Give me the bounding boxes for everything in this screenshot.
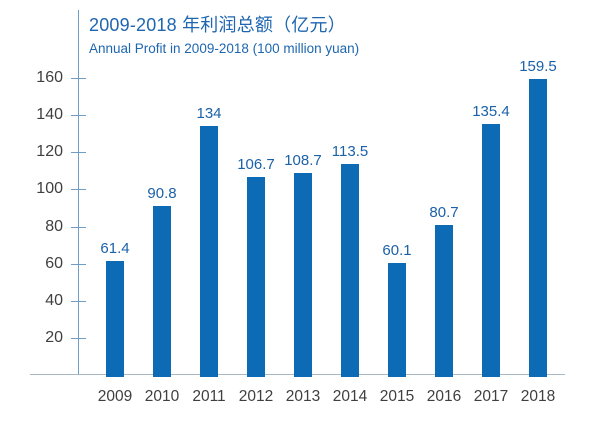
- bar-value-label: 135.4: [472, 103, 510, 120]
- bar-value-label: 134: [196, 105, 222, 122]
- bar: [106, 261, 124, 377]
- y-tick-label: 120: [36, 143, 63, 160]
- x-tick-label: 2014: [332, 388, 368, 405]
- bar-value-label: 61.4: [100, 240, 130, 257]
- y-tick-label: 40: [45, 292, 63, 309]
- bar: [529, 79, 547, 377]
- x-tick-label: 2017: [473, 388, 509, 405]
- x-tick-label: 2010: [144, 388, 180, 405]
- y-tick-mark: [70, 338, 86, 339]
- bar: [388, 263, 406, 377]
- y-tick-mark: [70, 301, 86, 302]
- y-tick-label: 80: [45, 218, 63, 235]
- bar-value-label: 60.1: [382, 242, 412, 259]
- x-tick-label: 2018: [520, 388, 556, 405]
- x-tick-label: 2009: [97, 388, 133, 405]
- y-tick-mark: [70, 78, 86, 79]
- y-tick-label: 60: [45, 255, 63, 272]
- bar-value-label: 108.7: [284, 152, 322, 169]
- x-tick-label: 2011: [192, 388, 226, 405]
- y-tick-label: 160: [36, 69, 63, 86]
- y-tick-label: 20: [45, 329, 63, 346]
- bar: [294, 173, 312, 377]
- bar: [341, 164, 359, 377]
- bar: [482, 124, 500, 377]
- y-tick-mark: [70, 115, 86, 116]
- bar: [153, 206, 171, 377]
- y-tick-label: 100: [36, 180, 63, 197]
- chart-subtitle: Annual Profit in 2009-2018 (100 million …: [89, 41, 360, 56]
- x-tick-label: 2013: [285, 388, 321, 405]
- y-tick-mark: [70, 152, 86, 153]
- bar: [247, 177, 265, 377]
- bar: [200, 126, 218, 377]
- x-tick-label: 2016: [426, 388, 462, 405]
- y-tick-mark: [70, 264, 86, 265]
- y-tick-mark: [70, 227, 86, 228]
- chart-title: 2009-2018 年利润总额（亿元）: [89, 15, 346, 35]
- x-tick-label: 2012: [238, 388, 274, 405]
- bar-value-label: 106.7: [237, 156, 275, 173]
- bar-value-label: 90.8: [147, 185, 177, 202]
- bar: [435, 225, 453, 377]
- y-tick-mark: [70, 189, 86, 190]
- chart-title-block: 2009-2018 年利润总额（亿元） Annual Profit in 200…: [89, 13, 359, 58]
- bar-value-label: 113.5: [331, 143, 369, 160]
- bar-value-label: 159.5: [519, 58, 557, 75]
- y-axis-line: [78, 10, 79, 375]
- bar-value-label: 80.7: [429, 204, 459, 221]
- x-tick-label: 2015: [379, 388, 415, 405]
- y-tick-label: 140: [36, 106, 63, 123]
